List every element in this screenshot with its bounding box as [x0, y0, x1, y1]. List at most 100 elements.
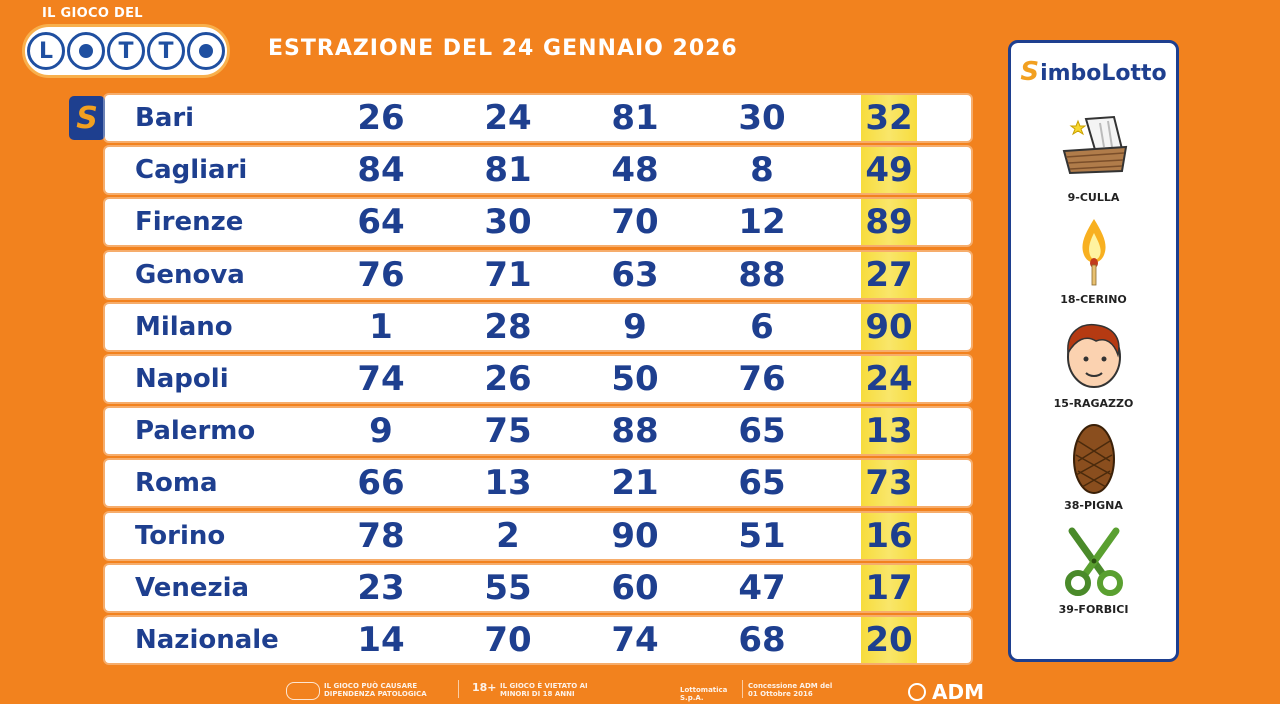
boy-face-icon [1067, 323, 1121, 388]
drawn-number: 68 [738, 619, 786, 660]
drawn-number-highlighted: 49 [861, 147, 917, 194]
drawn-number: 88 [738, 254, 786, 295]
adm-emblem-icon [908, 683, 926, 701]
drawn-number-highlighted: 13 [861, 408, 917, 455]
drawn-number: 50 [611, 358, 659, 399]
scissors-icon [1065, 527, 1123, 596]
drawn-number: 71 [484, 254, 532, 295]
symbol-label: 38-PIGNA [1064, 499, 1123, 512]
drawn-number: 30 [738, 98, 786, 138]
drawn-number: 30 [484, 202, 532, 243]
drawn-number-highlighted: 16 [861, 512, 917, 559]
table-row: Cagliari 84 81 48 8 49 [105, 147, 971, 194]
drawn-number-highlighted: 73 [861, 460, 917, 507]
logo-ball-icon [187, 32, 225, 70]
drawn-number: 65 [738, 411, 786, 452]
footer-warning-minors: IL GIOCO È VIETATO AI MINORI DI 18 ANNI [500, 682, 588, 698]
drawn-number: 28 [484, 306, 532, 347]
drawn-number: 9 [623, 306, 647, 347]
logo-letter-t1: T [107, 32, 145, 70]
cradle-icon [1062, 115, 1128, 175]
drawn-number: 21 [611, 463, 659, 504]
city-name: Genova [135, 259, 245, 290]
drawn-number: 75 [484, 411, 532, 452]
drawn-number: 70 [484, 619, 532, 660]
city-name: Bari [135, 103, 195, 133]
lotto-logo: IL GIOCO DEL L T T [22, 6, 234, 84]
simbolotto-title-rest: imboLotto [1040, 61, 1167, 86]
drawn-number: 70 [611, 202, 659, 243]
table-row: Roma 66 13 21 65 73 [105, 460, 971, 507]
adm-logo: ADM [908, 680, 984, 704]
logo-ball-icon [67, 32, 105, 70]
city-name: Nazionale [135, 624, 279, 655]
simbolotto-title-initial: S [1020, 57, 1040, 87]
logo-tagline: IL GIOCO DEL [42, 6, 143, 21]
symbol-item: 18-CERINO [1011, 215, 1176, 315]
drawn-number: 76 [738, 358, 786, 399]
drawn-number: 63 [611, 254, 659, 295]
table-row: Milano 1 28 9 6 90 [105, 303, 971, 350]
footer-bar: IL GIOCO PUÒ CAUSARE DIPENDENZA PATOLOGI… [0, 676, 1280, 702]
logo-letter-l: L [27, 32, 65, 70]
simbolotto-badge-letter: S [76, 100, 98, 136]
drawn-number: 65 [738, 463, 786, 504]
simbolotto-title: SimboLotto [1011, 57, 1176, 87]
logo-wordmark: L T T [22, 24, 230, 78]
drawn-number: 48 [611, 150, 659, 191]
table-row: Bari 26 24 81 30 32 [105, 95, 971, 141]
page-title: ESTRAZIONE DEL 24 GENNAIO 2026 [268, 36, 738, 61]
drawn-number: 51 [738, 515, 786, 556]
drawn-number-highlighted: 17 [861, 564, 917, 611]
table-row: Firenze 64 30 70 12 89 [105, 199, 971, 246]
symbol-label: 39-FORBICI [1058, 603, 1129, 616]
drawn-number-highlighted: 89 [861, 199, 917, 246]
symbol-label: 18-CERINO [1060, 293, 1127, 306]
drawn-number: 23 [357, 567, 405, 608]
drawn-number: 74 [611, 619, 659, 660]
footer-concession: Concessione ADM del 01 Ottobre 2016 [748, 682, 833, 698]
drawn-number: 74 [357, 358, 405, 399]
drawn-number: 66 [357, 463, 405, 504]
drawn-number: 24 [484, 98, 532, 138]
drawn-number: 12 [738, 202, 786, 243]
drawn-number: 76 [357, 254, 405, 295]
drawn-number-highlighted: 27 [861, 251, 917, 298]
city-name: Firenze [135, 207, 244, 238]
footer-divider [742, 680, 743, 698]
drawn-number: 78 [357, 515, 405, 556]
table-row: Torino 78 2 90 51 16 [105, 512, 971, 559]
drawn-number: 60 [611, 567, 659, 608]
drawn-number: 26 [357, 98, 405, 138]
table-row: Genova 76 71 63 88 27 [105, 251, 971, 298]
drawn-number-highlighted: 20 [861, 616, 917, 663]
symbol-item: 39-FORBICI [1011, 525, 1176, 625]
simbolotto-panel: SimboLotto 9-CULLA 18-CERINO 15-RAGAZZO [1008, 40, 1179, 662]
symbol-item: 9-CULLA [1011, 113, 1176, 213]
footer-age-badge: 18+ [472, 681, 497, 694]
city-name: Palermo [135, 416, 256, 447]
table-row: Palermo 9 75 88 65 13 [105, 408, 971, 455]
drawn-number: 64 [357, 202, 405, 243]
drawn-number: 81 [484, 150, 532, 191]
drawn-number-highlighted: 90 [861, 303, 917, 350]
table-row: Napoli 74 26 50 76 24 [105, 355, 971, 402]
drawn-number: 81 [611, 98, 659, 138]
footer-responsible-gaming-icon [286, 682, 320, 700]
footer-warning-dependency: IL GIOCO PUÒ CAUSARE DIPENDENZA PATOLOGI… [324, 682, 427, 698]
drawn-number: 26 [484, 358, 532, 399]
drawn-number: 13 [484, 463, 532, 504]
drawn-number: 8 [750, 150, 774, 191]
drawn-number: 14 [357, 619, 405, 660]
city-name: Cagliari [135, 155, 248, 186]
drawn-number: 6 [750, 306, 774, 347]
footer-divider [458, 680, 459, 698]
city-name: Napoli [135, 363, 229, 394]
drawn-number: 47 [738, 567, 786, 608]
drawn-number: 9 [369, 411, 393, 452]
drawn-number: 2 [496, 515, 520, 556]
city-name: Roma [135, 468, 218, 499]
adm-text: ADM [932, 680, 984, 704]
footer-operator: Lottomatica S.p.A. [680, 686, 728, 702]
city-name: Milano [135, 311, 233, 342]
